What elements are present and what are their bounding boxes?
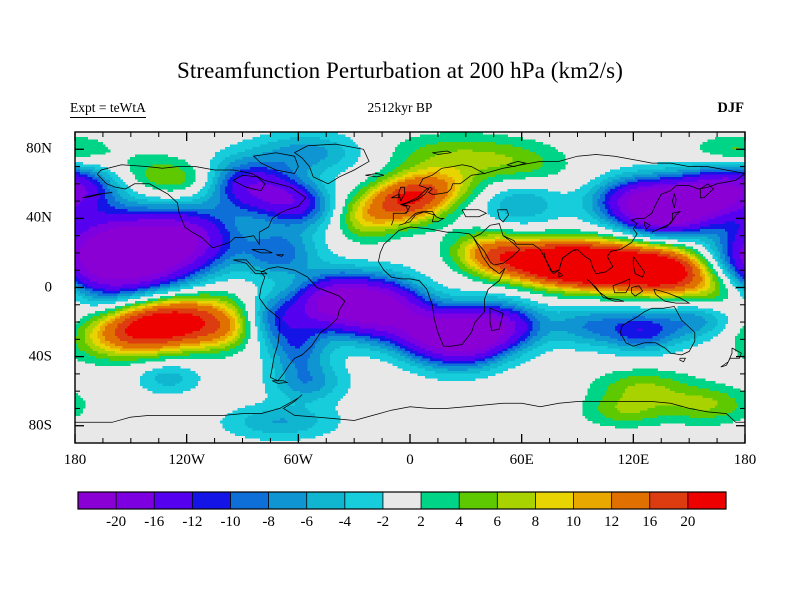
colorbar-tick-label: -4: [338, 514, 352, 530]
colorbar-tick-label: -8: [262, 514, 275, 530]
colorbar-cell: [306, 492, 346, 509]
colorbar-cell: [382, 492, 422, 509]
colorbar-cell: [687, 492, 727, 509]
colorbar-tick-label: 4: [455, 514, 463, 530]
season-label: DJF: [717, 100, 744, 116]
colorbar-cell: [230, 492, 269, 509]
x-tick-label: 180: [63, 452, 87, 468]
subtitle-label: 2512kyr BP: [367, 100, 433, 115]
colorbar-cell: [116, 492, 155, 509]
x-tick-label: 120W: [168, 452, 205, 468]
colorbar: [77, 491, 727, 510]
colorbar-cell: [649, 492, 689, 509]
y-tick-label: 80S: [28, 417, 52, 434]
contour-field: [75, 132, 745, 443]
colorbar-tick-label: 8: [531, 514, 540, 530]
colorbar-cell: [573, 492, 613, 509]
colorbar-tick-label: -20: [106, 514, 127, 530]
coastlines: [75, 143, 745, 423]
colorbar-cell: [459, 492, 498, 509]
x-tick-label: 60W: [283, 452, 313, 468]
experiment-label: Expt = teWtA: [70, 100, 146, 118]
x-tick-label: 180: [733, 452, 757, 468]
colorbar-tick-label: 6: [493, 514, 502, 530]
y-tick-label: 80N: [26, 140, 52, 157]
x-tick-label: 120E: [617, 452, 650, 468]
colorbar-cell: [421, 492, 460, 509]
page-title: Streamfunction Perturbation at 200 hPa (…: [177, 58, 623, 83]
colorbar-cell: [611, 492, 651, 509]
colorbar-cell: [497, 492, 536, 509]
colorbar-tick-label: -12: [182, 514, 203, 530]
colorbar-tick-label: -6: [300, 514, 313, 530]
axis-ticks: [74, 131, 746, 444]
colorbar-cell: [535, 492, 574, 509]
colorbar-tick-label: -16: [144, 514, 165, 530]
colorbar-cell: [154, 492, 193, 509]
colorbar-cell: [344, 492, 384, 509]
colorbar-cell: [192, 492, 231, 509]
x-tick-label: 60E: [509, 452, 534, 468]
colorbar-cell: [268, 492, 308, 509]
y-tick-label: 40N: [26, 209, 52, 226]
colorbar-tick-label: 2: [417, 514, 425, 530]
colorbar-tick-label: -10: [220, 514, 241, 530]
y-tick-label: 0: [44, 279, 53, 295]
colorbar-tick-label: 16: [642, 514, 658, 530]
colorbar-tick-label: -2: [376, 514, 390, 530]
colorbar-cell: [78, 492, 117, 509]
colorbar-tick-label: 20: [680, 514, 696, 530]
colorbar-tick-label: 10: [566, 514, 582, 530]
y-tick-label: 40S: [28, 348, 52, 365]
colorbar-tick-label: 12: [604, 514, 620, 530]
x-tick-label: 0: [406, 452, 414, 468]
